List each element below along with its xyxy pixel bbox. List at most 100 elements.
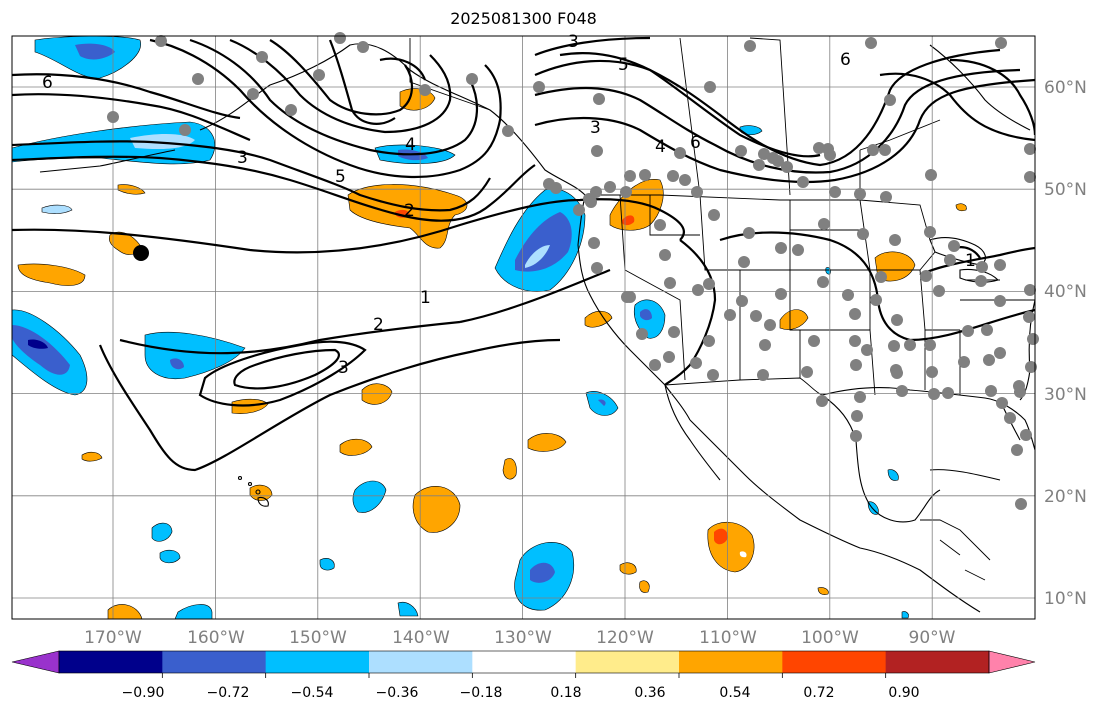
station-marker [591,262,603,274]
station-marker [593,93,605,105]
station-marker [933,285,945,297]
station-marker [870,294,882,306]
station-marker [995,37,1007,49]
station-marker [736,295,748,307]
station-marker [668,326,680,338]
station-marker [816,395,828,407]
station-marker [664,277,676,289]
station-marker [663,351,675,363]
station-marker [704,81,716,93]
station-marker [654,219,666,231]
lon-label: 100°W [801,628,859,648]
station-marker [758,148,770,160]
station-marker [759,339,771,351]
station-marker [179,124,191,136]
contour-label: 5 [335,167,346,187]
station-marker [753,159,765,171]
colorbar-tick-label: 0.36 [634,685,665,701]
station-marker [896,385,908,397]
station-marker [659,249,671,261]
station-marker [724,309,736,321]
station-marker [1024,143,1036,155]
station-marker [850,359,862,371]
station-marker [851,410,863,422]
station-marker [889,234,901,246]
colorbar-tick-label: 0.18 [550,685,581,701]
station-marker [1014,386,1026,398]
contour-label: 4 [405,135,416,155]
station-marker [891,314,903,326]
lon-label: 150°W [289,628,347,648]
station-marker [792,244,804,256]
station-markers [107,32,1039,510]
station-marker [649,359,661,371]
colorbar-labels: −0.90 −0.72 −0.54 −0.36 −0.18 0.18 0.36 … [122,685,920,701]
colorbar-segment [162,651,267,673]
station-marker [942,387,954,399]
station-marker [801,366,813,378]
colorbar-tick-label: −0.18 [460,685,503,701]
station-marker [620,186,632,198]
lat-label: 20°N [1044,487,1087,507]
colorbar-segment [59,651,163,673]
station-marker [850,430,862,442]
station-marker [502,125,514,137]
station-marker [813,142,825,154]
station-marker [419,84,431,96]
station-marker [744,40,756,52]
station-marker [690,357,702,369]
station-marker [775,288,787,300]
highlight-station-marker [133,245,149,261]
station-marker [1020,429,1032,441]
contour-layer [12,36,1035,472]
station-marker [865,37,877,49]
lat-label: 30°N [1044,385,1087,405]
contour-label: 6 [690,133,701,153]
station-marker [667,170,679,182]
station-marker [829,186,841,198]
contour-label: 1 [420,288,431,308]
station-marker [983,354,995,366]
station-marker [994,259,1006,271]
station-marker [875,271,887,283]
gridlines [12,36,1035,619]
station-marker [884,94,896,106]
colorbar-tick-label: −0.54 [291,685,334,701]
station-marker [891,367,903,379]
colorbar-extend-low [11,650,60,674]
station-marker [764,319,776,331]
station-marker [924,226,936,238]
station-marker [604,181,616,193]
station-marker [994,295,1006,307]
station-marker [357,41,369,53]
station-marker [707,369,719,381]
station-marker [975,275,987,287]
station-marker [976,261,988,273]
station-marker [1004,412,1016,424]
colorbar-segment [369,651,473,673]
station-marker [247,88,259,100]
station-marker [857,228,869,240]
colorbar-segment [472,651,577,673]
colorbar-outline [58,650,990,674]
station-marker [797,176,809,188]
political-borders [409,37,1035,581]
contour-labels: 6 5 4 3 2 3 5 6 4 3 6 1 2 3 1 [42,32,976,378]
lon-label: 130°W [494,628,552,648]
contour-label: 4 [655,137,666,157]
station-marker [192,73,204,85]
station-marker [849,335,861,347]
contour-label: 6 [840,50,851,70]
lon-label: 140°W [392,628,450,648]
station-marker [1024,171,1036,183]
station-marker [313,69,325,81]
lat-label: 40°N [1044,282,1087,302]
station-marker [750,310,762,322]
station-marker [107,111,119,123]
station-marker [1027,333,1039,345]
station-marker [861,344,873,356]
station-marker [879,144,891,156]
station-marker [703,278,715,290]
contour-label: 3 [237,148,248,168]
